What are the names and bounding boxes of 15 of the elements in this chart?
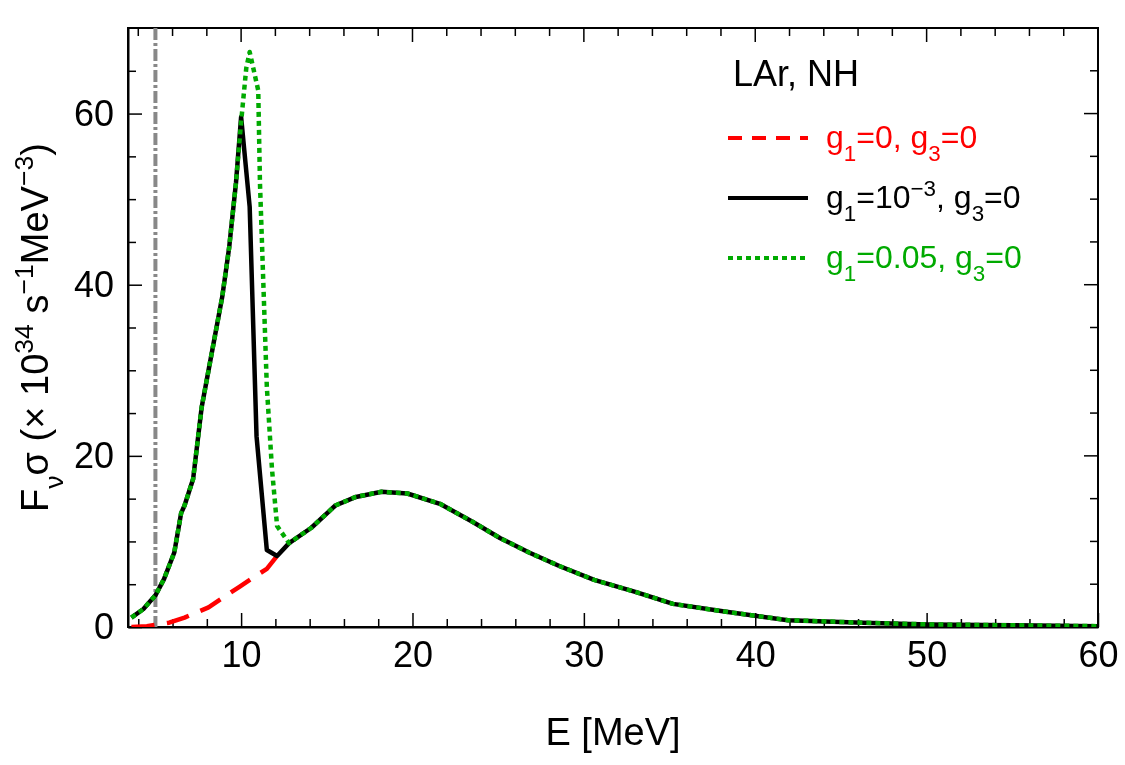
x-axis-title: E [MeV] (545, 711, 681, 753)
legend-label: g$_{1}$=0.05, g$_{3}$=0 (826, 239, 1022, 286)
legend-label: g$_{1}$=10$^{−3}$, g$_{3}$=0 (826, 175, 1021, 226)
y-tick-label: 20 (73, 434, 114, 476)
y-tick-label: 60 (73, 92, 114, 134)
x-tick-label: 20 (392, 633, 434, 675)
x-tick-label: 40 (735, 633, 776, 675)
legend-label: g$_{1}$=0, g$_{3}$=0 (826, 119, 978, 166)
y-tick-label: 40 (73, 263, 114, 305)
legend-title: LAr, NH (733, 53, 860, 94)
x-tick-label: 30 (564, 633, 605, 675)
x-tick-label: 60 (1078, 633, 1119, 675)
y-tick-label: 0 (93, 606, 114, 648)
x-tick-label: 10 (221, 633, 262, 675)
x-tick-label: 50 (907, 633, 948, 675)
